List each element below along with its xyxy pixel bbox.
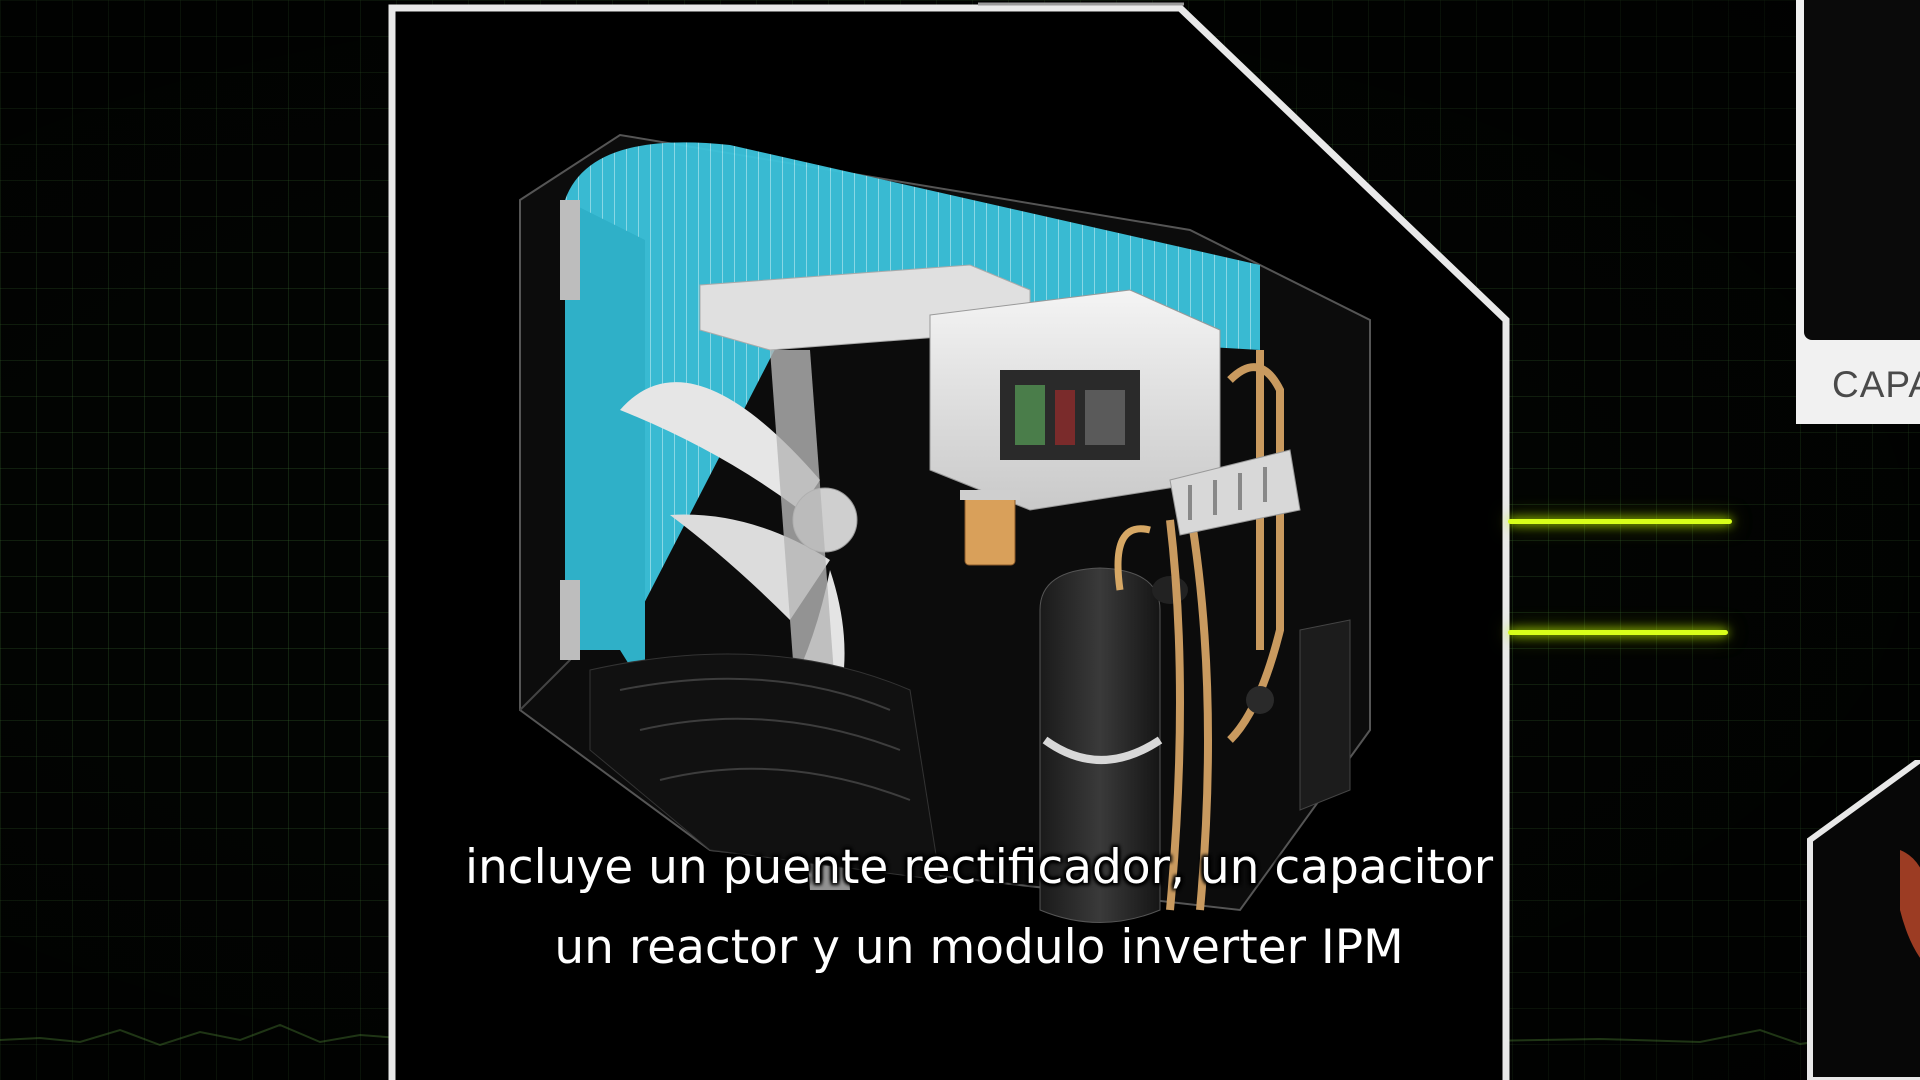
indicator-line-bottom	[1508, 630, 1728, 635]
subtitle-line-1: incluye un puente rectificador, un capac…	[464, 840, 1494, 895]
subtitle-block: incluye un puente rectificador, un capac…	[0, 828, 1920, 988]
air-conditioner-unit-illustration	[519, 133, 1371, 923]
side-panel: CAPA	[1796, 0, 1920, 424]
subtitle-line-2: un reactor y un modulo inverter IPM	[554, 920, 1404, 975]
indicator-line-top	[1508, 519, 1732, 524]
side-panel-label: CAPA	[1832, 364, 1920, 405]
side-frame-lower	[1807, 760, 1920, 1080]
side-panel-image	[1804, 0, 1920, 340]
